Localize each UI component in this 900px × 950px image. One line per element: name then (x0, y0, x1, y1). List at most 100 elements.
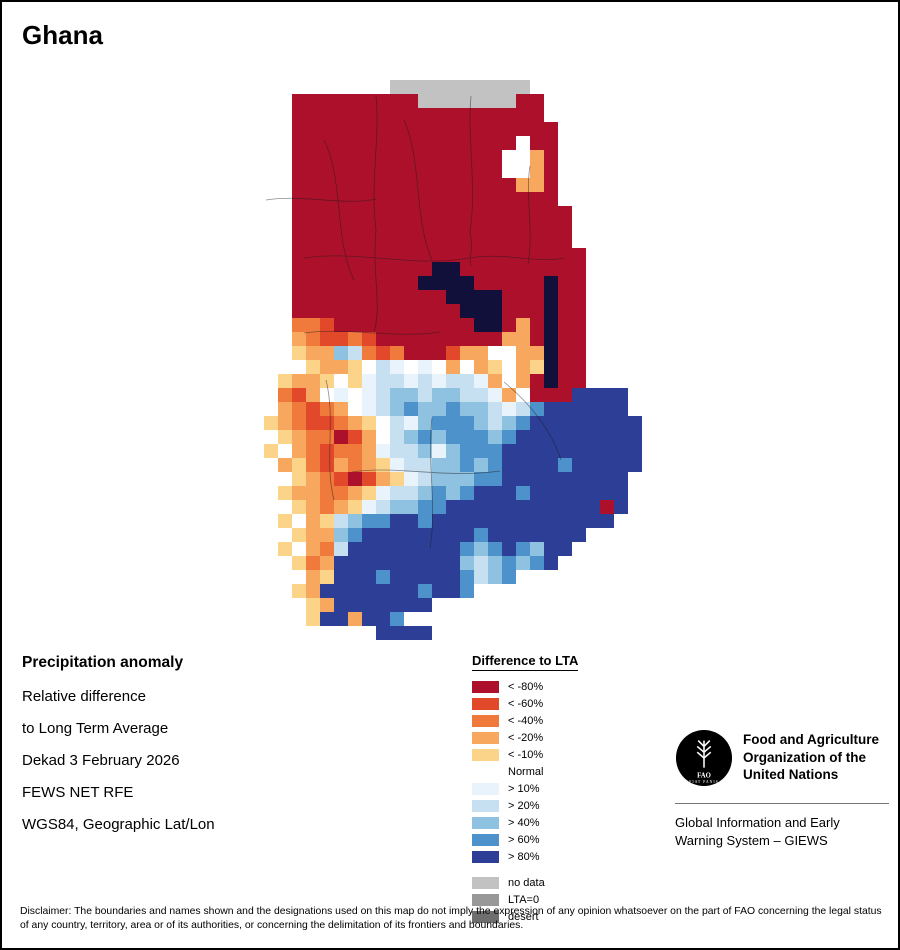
map-cell (404, 136, 418, 150)
legend-label: Normal (508, 765, 544, 778)
map-cell (292, 332, 306, 346)
map-cell (306, 206, 320, 220)
map-cell (404, 178, 418, 192)
map-cell (460, 570, 474, 584)
map-cell (390, 612, 404, 626)
map-cell (292, 584, 306, 598)
map-cell (320, 612, 334, 626)
map-cell (446, 304, 460, 318)
map-cell (516, 136, 530, 150)
map-cell (614, 472, 628, 486)
map-cell (292, 164, 306, 178)
legend-swatch (472, 697, 499, 710)
map-cell (502, 570, 516, 584)
map-cell (320, 332, 334, 346)
map-cell (460, 556, 474, 570)
map-cell (544, 192, 558, 206)
map-cell (418, 234, 432, 248)
map-cell (362, 598, 376, 612)
map-cell (460, 80, 474, 94)
map-cell (446, 248, 460, 262)
map-cell (530, 304, 544, 318)
map-cell (404, 416, 418, 430)
map-cell (460, 458, 474, 472)
map-cell (502, 486, 516, 500)
map-cell (488, 290, 502, 304)
map-cell (544, 206, 558, 220)
map-cell (474, 164, 488, 178)
map-cell (586, 458, 600, 472)
map-cell (474, 136, 488, 150)
map-cell (418, 542, 432, 556)
map-cell (264, 458, 278, 472)
map-cell (474, 472, 488, 486)
map-cell (516, 416, 530, 430)
map-cell (306, 248, 320, 262)
map-cell (404, 164, 418, 178)
map-cell (334, 514, 348, 528)
map-cell (488, 486, 502, 500)
map-cell (348, 570, 362, 584)
legend-label: LTA=0 (508, 893, 540, 906)
fao-name: Food and Agriculture Organization of the… (743, 729, 879, 784)
map-cell (628, 416, 642, 430)
map-cell (488, 402, 502, 416)
map-cell (362, 178, 376, 192)
map-cell (418, 178, 432, 192)
map-cell (306, 528, 320, 542)
map-cell (432, 108, 446, 122)
map-cell (320, 262, 334, 276)
map-cell (446, 262, 460, 276)
map-cell (446, 150, 460, 164)
map-cell (432, 514, 446, 528)
map-cell (544, 542, 558, 556)
map-cell (502, 220, 516, 234)
map-cell (586, 500, 600, 514)
map-cell (334, 206, 348, 220)
map-cell (502, 500, 516, 514)
map-cell (460, 500, 474, 514)
map-cell (502, 514, 516, 528)
map-cell (418, 220, 432, 234)
map-cell (292, 290, 306, 304)
map-cell (404, 220, 418, 234)
map-cell (348, 444, 362, 458)
map-cell (460, 416, 474, 430)
map-cell (432, 444, 446, 458)
map-cell (376, 304, 390, 318)
map-cell (306, 290, 320, 304)
map-cell (516, 402, 530, 416)
map-cell (348, 164, 362, 178)
map-cell (544, 472, 558, 486)
map-cell (390, 570, 404, 584)
map-cell (516, 192, 530, 206)
divider-line (675, 803, 889, 804)
map-cell (320, 514, 334, 528)
map-cell (460, 472, 474, 486)
legend-items: < -80% < -60% < -40% < -20% < -10% Normal > 10… (472, 678, 578, 925)
map-cell (362, 486, 376, 500)
legend-item: > 40% (472, 814, 578, 831)
map-cell (362, 318, 376, 332)
map-cell (474, 304, 488, 318)
map-cell (544, 220, 558, 234)
legend-swatch (472, 910, 499, 923)
map-cell (390, 584, 404, 598)
legend-item: Normal (472, 763, 578, 780)
map-cell (558, 500, 572, 514)
map-cell (558, 346, 572, 360)
map-cell (544, 430, 558, 444)
map-cell (334, 346, 348, 360)
map-cell (320, 304, 334, 318)
map-cell (404, 570, 418, 584)
map-cell (376, 178, 390, 192)
map-cell (474, 542, 488, 556)
map-cell (460, 584, 474, 598)
map-cell (278, 458, 292, 472)
map-cell (376, 122, 390, 136)
map-cell (530, 444, 544, 458)
map-cell (404, 304, 418, 318)
map-cell (306, 360, 320, 374)
legend-item: < -20% (472, 729, 578, 746)
map-cell (558, 234, 572, 248)
